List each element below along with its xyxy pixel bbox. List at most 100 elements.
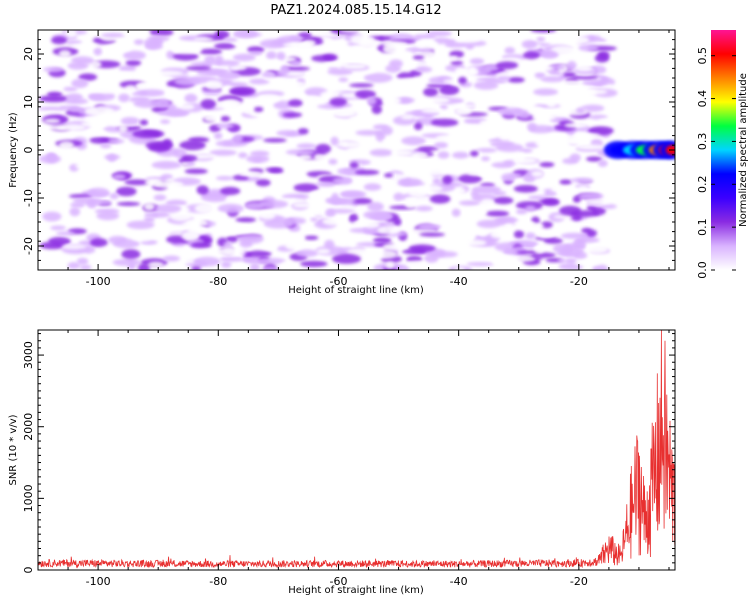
heatmap-cell [421,166,449,176]
heatmap-cell [205,80,223,91]
heatmap-cell [282,112,303,118]
heatmap-cell [471,185,501,195]
heatmap-cell [145,141,174,150]
heatmap-cell [121,249,141,260]
heatmap-cell [43,118,61,124]
heatmap-cell [525,205,536,212]
heatmap-cell [243,145,271,152]
heatmap-cell [346,146,373,155]
heatmap-cell [491,255,515,266]
heatmap-cell [587,199,611,205]
heatmap-cell [497,76,511,82]
heatmap-cell [285,149,315,156]
heatmap-cell [304,235,319,240]
heatmap-cell [296,143,317,149]
heatmap-cell [84,130,107,136]
heatmap-cell [100,143,112,149]
heatmap-cell [79,264,92,270]
heatmap-cell [539,162,555,168]
heatmap-cell [489,41,504,48]
heatmap-cell [482,100,511,105]
heatmap-cell [281,193,310,200]
heatmap-cell [513,109,522,115]
heatmap-cell [244,250,272,258]
heatmap-cell [513,230,525,239]
heatmap-cell [499,133,510,141]
heatmap-cell [257,114,283,120]
heatmap-cell [137,263,150,270]
heatmap-cell [423,87,439,97]
heatmap-cell [437,151,450,159]
heatmap-cell [144,212,159,218]
heatmap-cell [493,196,514,205]
heatmap-cell [550,64,565,70]
heatmap-cell [458,174,482,184]
heatmap-cell [449,55,459,61]
heatmap-cell [151,160,182,170]
heatmap-cell [329,97,348,107]
spectrogram-x-tick-labels: -100 -80 -60 -40 -20 [86,275,588,288]
heatmap-cell [273,100,293,110]
heatmap-cell [280,65,290,75]
heatmap-cell [58,49,71,58]
heatmap-cell [315,98,327,107]
heatmap-cell [253,106,264,112]
colorbar-tick-label: 0.0 [696,261,709,279]
heatmap-cell [39,95,70,103]
heatmap-cell [357,50,381,58]
heatmap-cell [68,194,93,199]
heatmap-cell [586,245,608,254]
heatmap-cell [469,58,485,65]
tick-label: 0 [22,147,35,154]
heatmap-cell [219,81,248,87]
heatmap-cell [356,125,367,132]
heatmap-cell [259,39,287,49]
heatmap-cell [90,238,108,247]
heatmap-cell [404,198,416,209]
spectrogram-y-tick-labels: -20 -10 0 10 20 [22,47,35,255]
heatmap-cell [492,218,515,223]
heatmap-cell [50,225,66,231]
heatmap-cell [531,171,544,177]
heatmap-cell [260,242,277,250]
heatmap-cell [586,205,597,212]
tick-label: -100 [86,575,111,588]
heatmap-cell [42,211,62,222]
heatmap-cell [96,166,116,172]
heatmap-cell [412,55,425,60]
heatmap-cell [531,252,556,258]
heatmap-cell [560,232,588,239]
heatmap-cell [168,40,181,51]
heatmap-cell [179,140,206,151]
heatmap-cell [421,108,443,113]
heatmap-cell [123,50,146,60]
heatmap-cell [507,77,525,83]
heatmap-cell [534,245,545,254]
heatmap-cell [122,30,152,37]
snr-panel: -100 -80 -60 -40 -20 0 1000 2000 3000 Height of… [8,329,676,596]
heatmap-cell [232,53,256,62]
heatmap-cell [223,241,233,248]
heatmap-cell [200,99,216,109]
heatmap-cell [249,51,262,56]
heatmap-cell [349,161,359,169]
heatmap-cell [126,220,155,230]
heatmap-cell [485,121,495,129]
heatmap-cell [190,61,212,66]
heatmap-cell [562,158,579,165]
heatmap-cell [239,170,261,177]
heatmap-cell [322,217,347,226]
heatmap-cell [430,216,445,224]
heatmap-cell [76,257,89,265]
heatmap-cell [143,216,155,223]
tick-label: -10 [22,189,35,207]
colorbar-tick-label: 0.4 [696,90,709,108]
heatmap-cell [465,239,487,247]
heatmap-cell [541,204,561,210]
heatmap-cell [311,46,321,52]
heatmap-cell [592,264,609,270]
heatmap-cell [229,64,247,71]
heatmap-cell [432,177,442,185]
heatmap-cell [120,117,140,125]
heatmap-cell [70,202,85,208]
